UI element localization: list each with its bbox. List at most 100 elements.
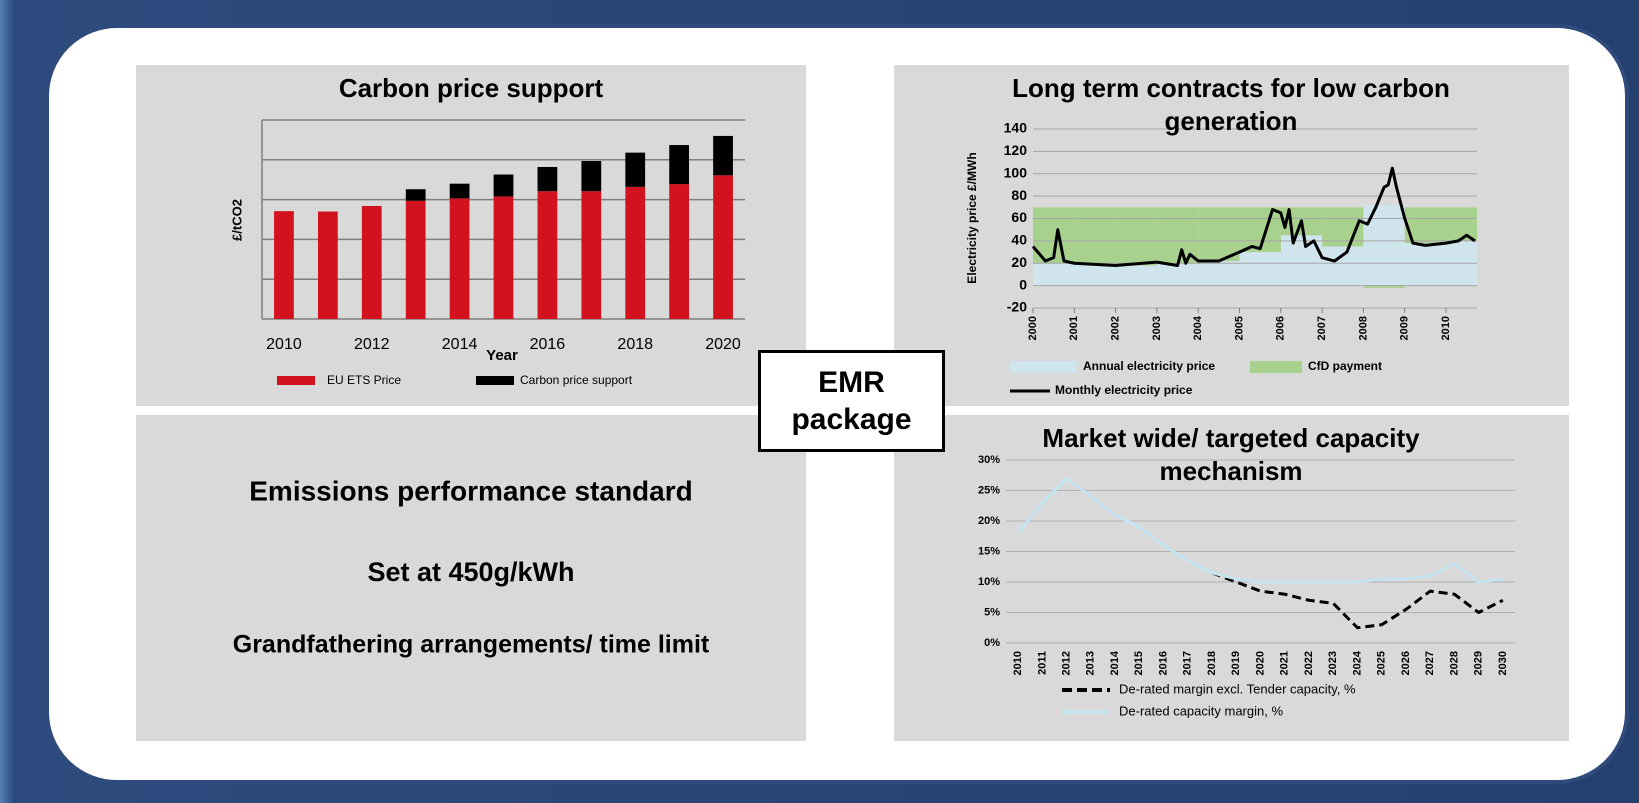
- legend-swatch: [277, 376, 315, 385]
- x-tick-label: 2029: [1473, 651, 1485, 675]
- area-step: [1363, 285, 1405, 288]
- x-tick-label: 2030: [1497, 651, 1509, 675]
- area-step: [1446, 207, 1477, 241]
- bar-segment: [405, 189, 426, 201]
- x-tick-label: 2015: [1133, 651, 1145, 675]
- panel: [136, 415, 806, 741]
- chart-title: Long term contracts for low carbon gener…: [1012, 73, 1450, 136]
- area-step: [1074, 263, 1116, 286]
- panel-title: Emissions performance standard: [249, 475, 692, 506]
- x-tick-label: 2018: [617, 336, 653, 353]
- x-tick-label: 2010: [1440, 316, 1452, 340]
- area-step: [1404, 243, 1447, 286]
- area-step: [1115, 265, 1157, 286]
- x-tick-label: 2007: [1316, 316, 1328, 340]
- panel-line: Set at 450g/kWh: [367, 557, 574, 587]
- legend-label: Carbon price support: [520, 373, 633, 387]
- panel: [136, 65, 806, 406]
- center-label: EMR package: [758, 350, 945, 452]
- y-axis-label: Electricity price £/MWh: [965, 152, 979, 283]
- legend-label: Monthly electricity price: [1055, 383, 1193, 397]
- x-tick-label: 2009: [1399, 316, 1411, 340]
- legend-swatch: [476, 376, 514, 385]
- bar-segment: [625, 186, 646, 319]
- bar-segment: [713, 175, 733, 319]
- bar-segment: [274, 211, 294, 319]
- y-tick-label: 20%: [978, 515, 1000, 527]
- y-tick-label: 40: [1011, 232, 1027, 248]
- y-axis-label: £/tCO2: [229, 199, 244, 241]
- chart-title: Market wide/ targeted capacity mechanism: [1042, 423, 1420, 486]
- bar-segment: [493, 174, 514, 197]
- area-step: [1115, 207, 1157, 266]
- y-tick-label: 10%: [978, 576, 1000, 588]
- bar-segment: [317, 211, 338, 319]
- x-tick-label: 2027: [1424, 651, 1436, 675]
- bar-segment: [669, 145, 690, 185]
- bar-segment: [449, 183, 470, 199]
- legend-label: CfD payment: [1308, 359, 1382, 373]
- x-tick-label: 2006: [1275, 316, 1287, 340]
- x-tick-label: 2010: [1012, 651, 1024, 675]
- y-tick-label: 20: [1011, 254, 1027, 270]
- bar-segment: [493, 196, 514, 319]
- bar-segment: [537, 166, 558, 192]
- x-tick-label: 2004: [1192, 315, 1204, 340]
- x-tick-label: 2016: [1157, 651, 1169, 675]
- x-tick-label: 2013: [1085, 651, 1097, 675]
- area-step: [1239, 252, 1281, 286]
- x-tick-label: 2014: [1109, 650, 1121, 675]
- area-step: [1074, 207, 1116, 264]
- x-tick-label: 2022: [1303, 651, 1315, 675]
- x-tick-label: 2019: [1230, 651, 1242, 675]
- x-tick-label: 2017: [1182, 651, 1194, 675]
- area-step: [1198, 261, 1240, 286]
- area-step: [1033, 263, 1075, 286]
- chart-title: Carbon price support: [338, 73, 604, 103]
- x-tick-label: 2014: [442, 336, 478, 353]
- y-tick-label: 80: [1011, 187, 1027, 203]
- bar-segment: [405, 200, 426, 319]
- x-tick-label: 2001: [1068, 316, 1080, 340]
- x-tick-label: 2023: [1327, 651, 1339, 675]
- bar-segment: [713, 135, 733, 176]
- line: [1031, 166, 1476, 267]
- y-tick-label: 140: [1004, 120, 1028, 136]
- legend-swatch: [1250, 361, 1302, 373]
- legend-label: Annual electricity price: [1083, 359, 1215, 373]
- x-tick-label: 2024: [1351, 650, 1363, 675]
- bar-segment: [625, 152, 646, 187]
- y-tick-label: 30%: [978, 454, 1000, 466]
- bar-segment: [361, 205, 382, 319]
- x-tick-label: 2025: [1376, 651, 1388, 675]
- x-tick-label: 2020: [705, 336, 741, 353]
- legend-label: EU ETS Price: [327, 373, 401, 387]
- x-tick-label: 2000: [1027, 316, 1039, 340]
- y-tick-label: 0: [1019, 276, 1027, 292]
- panel-line: Grandfathering arrangements/ time limit: [233, 631, 710, 659]
- y-tick-label: 60: [1011, 209, 1027, 225]
- line: [1211, 571, 1504, 630]
- line: [1016, 476, 1504, 584]
- x-tick-label: 2011: [1036, 651, 1048, 675]
- bar-segment: [537, 191, 558, 319]
- x-tick-label: 2008: [1357, 316, 1369, 340]
- y-tick-label: 5%: [984, 606, 1000, 618]
- x-axis-label: Year: [486, 347, 518, 364]
- x-tick-label: 2026: [1400, 651, 1412, 675]
- y-tick-label: -20: [1007, 299, 1027, 315]
- x-tick-label: 2018: [1206, 651, 1218, 675]
- legend-swatch: [1010, 361, 1077, 373]
- x-tick-label: 2020: [1254, 651, 1266, 675]
- bar-segment: [669, 184, 690, 319]
- y-tick-label: 100: [1004, 164, 1028, 180]
- bar-segment: [581, 160, 602, 192]
- x-tick-label: 2016: [530, 336, 566, 353]
- area-step: [1198, 207, 1240, 262]
- y-tick-label: 25%: [978, 484, 1000, 496]
- legend-label: De-rated margin excl. Tender capacity, %: [1119, 681, 1356, 696]
- y-tick-label: 15%: [978, 545, 1000, 557]
- x-tick-label: 2028: [1448, 651, 1460, 675]
